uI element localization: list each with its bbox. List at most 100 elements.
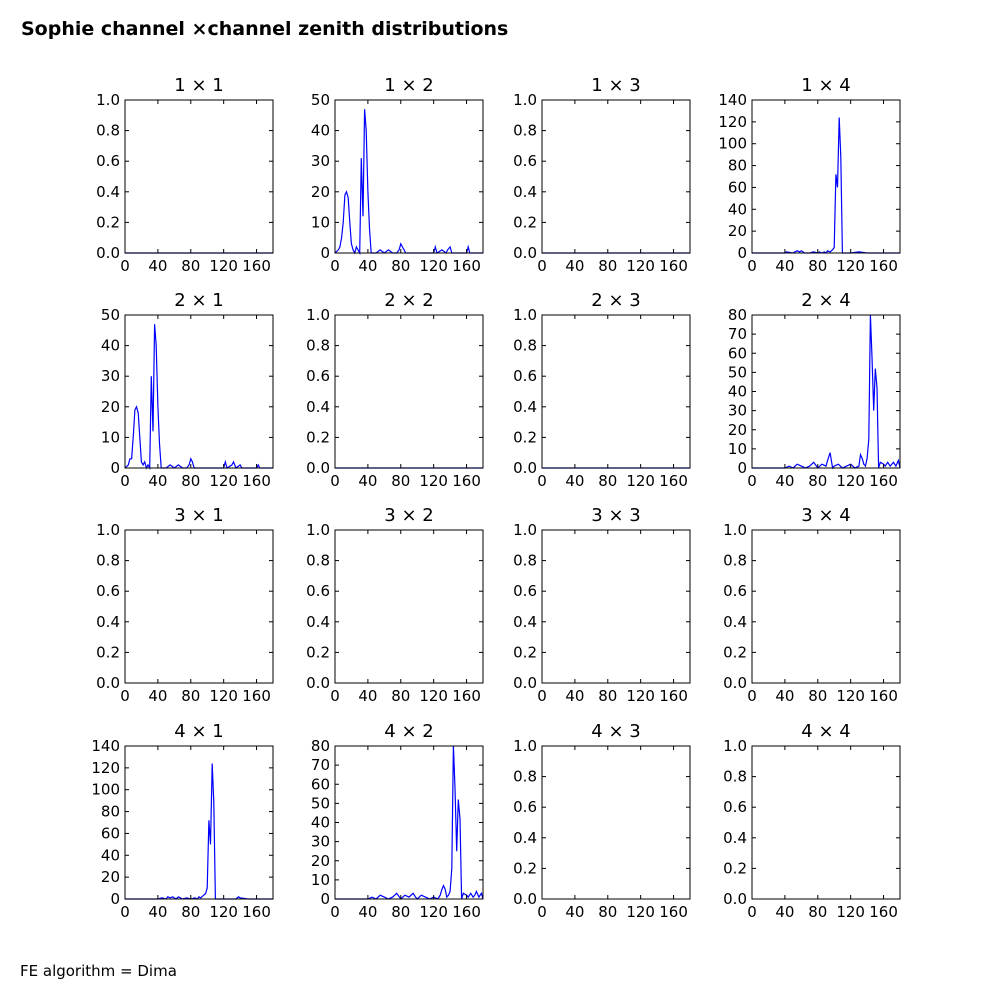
y-tick-label: 0.0 — [306, 459, 330, 477]
subplot-title: 4 × 3 — [591, 721, 640, 742]
x-tick-label: 120 — [626, 472, 655, 490]
series-line — [124, 324, 273, 471]
x-tick-label: 160 — [659, 257, 688, 275]
x-tick-label: 160 — [452, 472, 481, 490]
y-tick-label: 0.2 — [96, 213, 120, 231]
x-tick-label: 40 — [148, 472, 167, 490]
y-tick-label: 0.6 — [96, 152, 120, 170]
y-tick-label: 120 — [91, 759, 120, 777]
axes-frame — [124, 529, 274, 684]
subplot-3-1: 0 40 80 120 160 0.0 0.2 0.4 0.6 0.8 1.0 3 × 1 — [96, 505, 274, 705]
x-tick-label: 0 — [330, 257, 340, 275]
y-tick-label: 1.0 — [306, 306, 330, 324]
x-tick-label: 160 — [659, 687, 688, 705]
y-tick-label: 0.8 — [513, 768, 537, 786]
subplot-title: 2 × 1 — [174, 290, 223, 311]
subplot-1-1: 0 40 80 120 160 0.0 0.2 0.4 0.6 0.8 1.0 1 × 1 — [96, 75, 274, 275]
subplot-title: 1 × 3 — [591, 75, 640, 96]
x-tick-label: 0 — [747, 903, 757, 921]
x-tick-label: 80 — [391, 472, 410, 490]
x-tick-label: 80 — [808, 687, 827, 705]
y-tick-label: 40 — [101, 337, 120, 355]
y-tick-label: 0.8 — [513, 122, 537, 140]
axes-frame — [541, 745, 691, 900]
y-tick-label: 80 — [728, 157, 747, 175]
y-tick-label: 20 — [311, 852, 330, 870]
x-tick-label: 40 — [358, 257, 377, 275]
y-tick-label: 70 — [311, 756, 330, 774]
subplot-3-4: 0 40 80 120 160 0.0 0.2 0.4 0.6 0.8 1.0 3 × 4 — [723, 505, 901, 705]
x-tick-label: 40 — [775, 257, 794, 275]
y-tick-label: 10 — [311, 871, 330, 889]
subplot-3-2: 0 40 80 120 160 0.0 0.2 0.4 0.6 0.8 1.0 3 × 2 — [306, 505, 484, 705]
y-tick-label: 40 — [311, 814, 330, 832]
x-tick-label: 160 — [242, 687, 271, 705]
y-tick-label: 80 — [101, 803, 120, 821]
y-tick-label: 0.4 — [723, 613, 747, 631]
x-tick-label: 80 — [598, 472, 617, 490]
y-tick-label: 20 — [101, 868, 120, 886]
x-tick-label: 40 — [358, 472, 377, 490]
y-tick-label: 1.0 — [513, 91, 537, 109]
subplot-2-2: 0 40 80 120 160 0.0 0.2 0.4 0.6 0.8 1.0 2 × 2 — [306, 290, 484, 490]
y-tick-label: 30 — [311, 833, 330, 851]
y-tick-label: 0.4 — [96, 183, 120, 201]
y-tick-label: 0.0 — [513, 890, 537, 908]
y-tick-label: 40 — [311, 122, 330, 140]
x-tick-label: 120 — [419, 472, 448, 490]
axes-frame — [124, 99, 274, 254]
x-tick-label: 80 — [808, 903, 827, 921]
x-tick-label: 160 — [659, 903, 688, 921]
y-tick-label: 10 — [101, 428, 120, 446]
x-tick-label: 40 — [565, 472, 584, 490]
y-tick-label: 0.2 — [513, 428, 537, 446]
x-tick-label: 40 — [775, 903, 794, 921]
y-tick-label: 0.2 — [306, 643, 330, 661]
x-tick-label: 160 — [452, 903, 481, 921]
axes-frame — [124, 745, 274, 900]
x-tick-label: 40 — [565, 903, 584, 921]
subplot-title: 2 × 4 — [801, 290, 850, 311]
subplot-1-2: 0 40 80 120 160 0 10 20 30 40 50 1 × 2 — [311, 75, 484, 275]
y-tick-label: 1.0 — [96, 521, 120, 539]
x-tick-label: 80 — [598, 687, 617, 705]
y-tick-label: 0.0 — [513, 674, 537, 692]
y-tick-label: 0.6 — [306, 582, 330, 600]
subplot-title: 1 × 1 — [174, 75, 223, 96]
figure-title: Sophie channel ×channel zenith distribut… — [21, 18, 509, 40]
x-tick-label: 120 — [419, 687, 448, 705]
y-tick-label: 80 — [311, 737, 330, 755]
y-tick-label: 30 — [101, 367, 120, 385]
y-tick-label: 0.2 — [96, 643, 120, 661]
subplot-2-1: 0 40 80 120 160 0 10 20 30 40 50 2 × 1 — [101, 290, 274, 490]
y-tick-label: 1.0 — [513, 521, 537, 539]
x-tick-label: 80 — [598, 903, 617, 921]
subplot-2-3: 0 40 80 120 160 0.0 0.2 0.4 0.6 0.8 1.0 2 × 3 — [513, 290, 691, 490]
y-tick-label: 0.4 — [513, 613, 537, 631]
x-tick-label: 0 — [747, 687, 757, 705]
y-tick-label: 0 — [320, 890, 330, 908]
y-tick-label: 0 — [737, 459, 747, 477]
x-tick-label: 160 — [452, 687, 481, 705]
y-tick-label: 20 — [728, 222, 747, 240]
x-tick-label: 120 — [836, 903, 865, 921]
y-tick-label: 100 — [718, 135, 747, 153]
x-tick-label: 40 — [565, 687, 584, 705]
y-tick-label: 0.8 — [96, 552, 120, 570]
y-tick-label: 30 — [311, 152, 330, 170]
y-tick-label: 50 — [311, 91, 330, 109]
x-tick-label: 120 — [626, 903, 655, 921]
x-tick-label: 160 — [242, 903, 271, 921]
y-tick-label: 120 — [718, 113, 747, 131]
y-tick-label: 0.4 — [723, 829, 747, 847]
x-tick-label: 120 — [836, 472, 865, 490]
subplot-title: 4 × 2 — [384, 721, 433, 742]
axes-frame — [334, 99, 484, 254]
x-tick-label: 120 — [836, 257, 865, 275]
x-tick-label: 80 — [808, 257, 827, 275]
y-tick-label: 140 — [718, 91, 747, 109]
y-tick-label: 0 — [110, 459, 120, 477]
y-tick-label: 60 — [311, 775, 330, 793]
x-tick-label: 40 — [148, 257, 167, 275]
